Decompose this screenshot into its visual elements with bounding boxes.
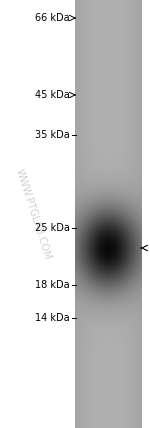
Text: 18 kDa: 18 kDa [35,280,70,290]
Text: WWW.PTGLAB.COM: WWW.PTGLAB.COM [14,167,52,261]
Text: 66 kDa: 66 kDa [35,13,70,23]
Text: 14 kDa: 14 kDa [35,313,70,323]
Text: 25 kDa: 25 kDa [35,223,70,233]
Text: 45 kDa: 45 kDa [35,90,70,100]
Text: 35 kDa: 35 kDa [35,130,70,140]
